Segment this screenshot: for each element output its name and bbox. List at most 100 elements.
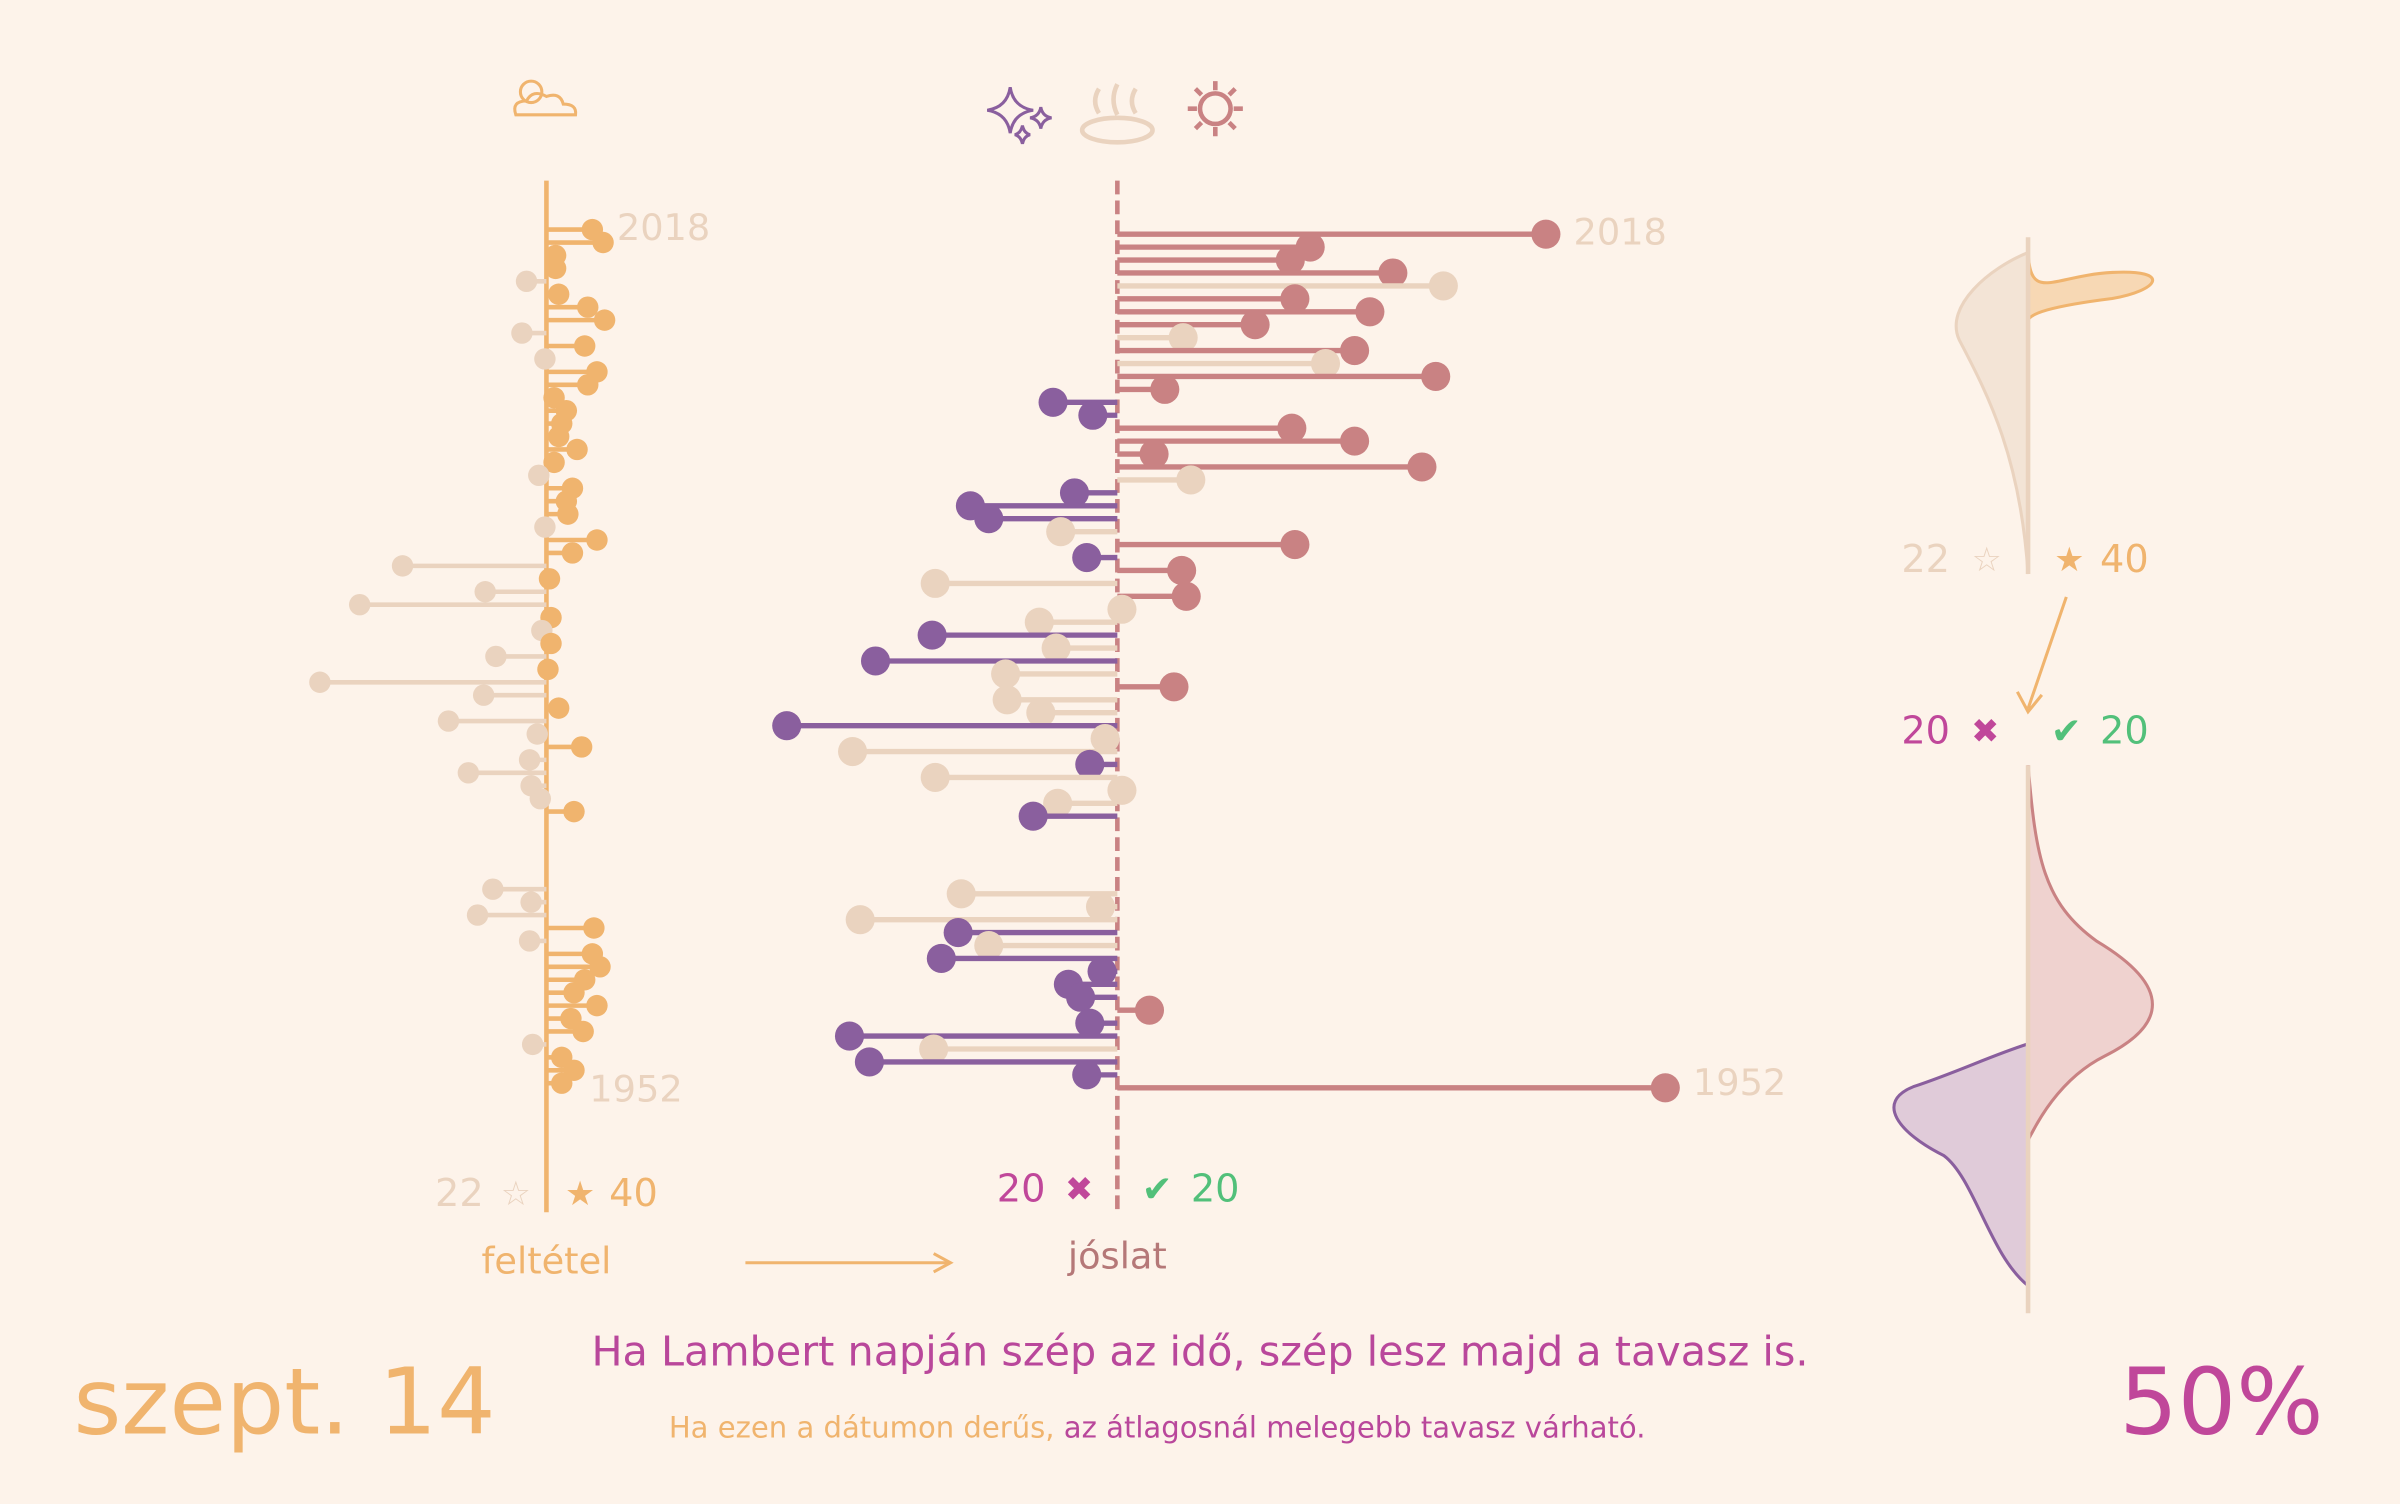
- dot: [919, 1034, 949, 1064]
- dot: [521, 1033, 544, 1056]
- dot: [528, 464, 550, 487]
- stars-icon: [986, 86, 1052, 145]
- dot: [1355, 297, 1385, 327]
- count-symbol: ✔: [1142, 1167, 1173, 1210]
- density-cloudy: [1954, 250, 2030, 575]
- sun-cloud-icon: [513, 79, 578, 117]
- count-positive: 20: [2100, 709, 2149, 754]
- dot: [547, 283, 570, 305]
- density-warm: [2026, 765, 2154, 1141]
- dot: [1168, 323, 1198, 353]
- explanation: Ha ezen a dátumon derűs, az átlagosnál m…: [669, 1411, 1646, 1445]
- count-symbol: ☆: [1972, 540, 2002, 579]
- dot: [1038, 387, 1068, 417]
- sun-icon: [1187, 81, 1243, 137]
- dot: [1280, 530, 1310, 560]
- dot: [1107, 775, 1137, 805]
- density-cold: [1892, 1041, 2030, 1289]
- dot: [391, 555, 414, 577]
- count-symbol: ✖: [1971, 712, 1999, 751]
- dot: [1340, 336, 1370, 366]
- dot: [1150, 374, 1180, 404]
- dot: [1139, 439, 1169, 469]
- dot: [991, 659, 1021, 689]
- dot: [1378, 258, 1408, 288]
- dot: [547, 697, 570, 719]
- dot: [482, 878, 504, 900]
- count-positive: 40: [609, 1171, 658, 1216]
- dot: [926, 943, 956, 974]
- dot: [348, 593, 371, 616]
- dot: [854, 1047, 884, 1077]
- dot: [1275, 245, 1305, 275]
- dot: [1240, 310, 1270, 340]
- count-negative: 22: [1901, 537, 1950, 582]
- dot: [920, 762, 950, 792]
- dot: [511, 322, 533, 344]
- dot: [1134, 995, 1165, 1025]
- dot: [586, 529, 608, 551]
- dot: [518, 930, 541, 952]
- dot: [563, 981, 585, 1004]
- dot: [561, 542, 584, 564]
- dot: [515, 270, 538, 293]
- score: 50%: [2119, 1349, 2323, 1456]
- dot: [992, 685, 1022, 715]
- dot: [1018, 801, 1048, 831]
- steam-icon: [1079, 83, 1155, 145]
- condition-label: feltétel: [481, 1239, 611, 1282]
- dot: [529, 787, 552, 810]
- dot: [466, 904, 489, 926]
- dot: [547, 425, 570, 448]
- dot: [1090, 724, 1120, 754]
- dot: [1171, 581, 1201, 611]
- dot: [1026, 698, 1056, 728]
- dot: [1066, 982, 1096, 1012]
- dot: [544, 257, 567, 280]
- dot: [1167, 555, 1197, 585]
- dot: [1421, 361, 1451, 391]
- dot: [834, 1021, 865, 1051]
- dot: [534, 516, 556, 538]
- count-negative: 20: [997, 1166, 1046, 1211]
- count-positive: 40: [2100, 537, 2149, 582]
- dot: [526, 723, 548, 745]
- saying: Ha Lambert napján szép az idő, szép lesz…: [591, 1328, 1808, 1376]
- dot: [917, 620, 947, 650]
- dot: [1280, 284, 1310, 314]
- dot: [1277, 413, 1307, 443]
- dot: [592, 231, 614, 254]
- density-sunny: [2026, 244, 2154, 322]
- dot: [772, 711, 802, 741]
- dot: [537, 658, 559, 681]
- dot: [551, 1072, 573, 1094]
- count-positive: 20: [1191, 1166, 1240, 1211]
- dot: [485, 645, 507, 668]
- dot: [457, 762, 480, 784]
- dot: [1075, 1008, 1105, 1038]
- dot: [1072, 542, 1102, 573]
- dot: [1407, 452, 1437, 482]
- dot: [1650, 1073, 1680, 1103]
- dot: [566, 438, 588, 461]
- dot: [573, 335, 596, 357]
- count-symbol: ☆: [501, 1174, 531, 1213]
- dot: [845, 905, 875, 935]
- dot: [540, 632, 562, 655]
- dot: [1041, 633, 1071, 663]
- dot: [572, 1020, 594, 1043]
- dot: [586, 994, 608, 1017]
- year-label: 1952: [1693, 1061, 1786, 1104]
- count-symbol: ✔: [2051, 710, 2082, 753]
- prediction-label: jóslat: [1067, 1235, 1167, 1278]
- dot: [1340, 426, 1370, 456]
- arrow-head: [932, 1252, 954, 1274]
- count-symbol: ★: [565, 1174, 595, 1213]
- dot: [437, 710, 460, 732]
- dot: [1075, 749, 1105, 780]
- dot: [570, 736, 593, 758]
- explanation-condition: Ha ezen a dátumon derűs,: [669, 1411, 1055, 1445]
